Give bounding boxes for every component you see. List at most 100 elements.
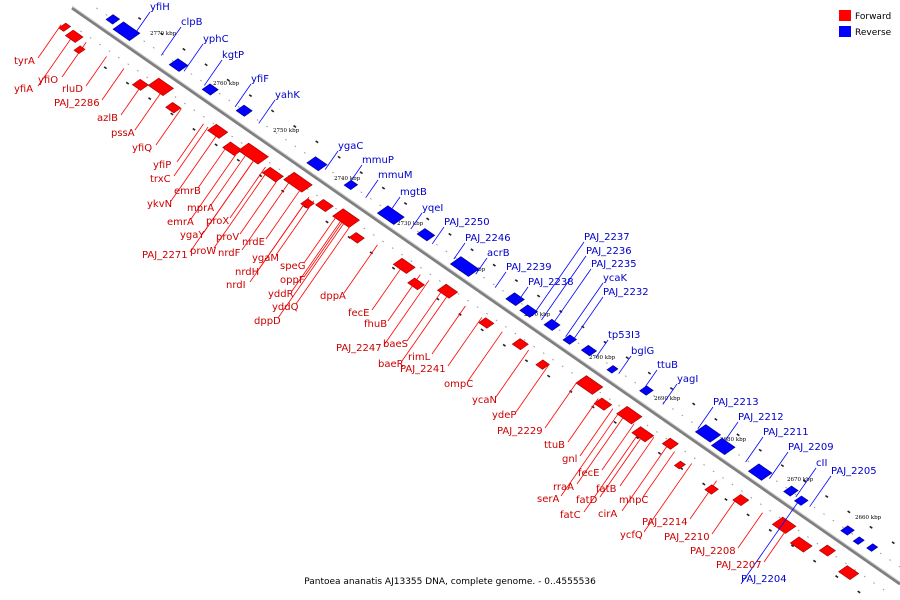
forward-gene-block[interactable] [300,198,315,209]
reverse-gene-block[interactable] [519,304,539,318]
gene-label[interactable]: yfiQ [132,143,152,154]
forward-gene-block[interactable] [535,359,550,370]
forward-gene-block[interactable] [661,437,679,450]
reverse-gene-block[interactable] [376,205,405,225]
gene-label[interactable]: ycaK [603,273,628,284]
gene-label[interactable]: serA [537,494,559,505]
gene-label[interactable]: yddQ [272,302,299,313]
forward-gene-block[interactable] [511,338,529,351]
reverse-gene-block[interactable] [416,228,436,242]
gene-label[interactable]: rimL [408,352,431,363]
gene-label[interactable]: PAJ_2250 [444,217,490,228]
gene-label[interactable]: oppF [280,275,305,286]
gene-label[interactable]: proW [190,246,216,257]
gene-label[interactable]: baeR [378,359,404,370]
reverse-gene-block[interactable] [783,485,799,497]
gene-label[interactable]: PAJ_2204 [741,574,787,585]
gene-label[interactable]: fecE [348,308,370,319]
gene-label[interactable]: azlB [97,113,118,124]
gene-label[interactable]: pssA [111,128,135,139]
reverse-gene-block[interactable] [852,536,865,545]
gene-label[interactable]: PAJ_2235 [591,259,637,270]
forward-gene-block[interactable] [147,77,174,97]
reverse-gene-block[interactable] [747,463,773,481]
reverse-gene-block[interactable] [168,58,189,72]
forward-gene-block[interactable] [616,405,643,425]
gene-label[interactable]: PAJ_2211 [763,427,809,438]
gene-label[interactable]: tyrA [14,56,35,67]
gene-label[interactable]: fatC [560,510,581,521]
forward-gene-block[interactable] [818,544,836,557]
gene-label[interactable]: yahK [275,90,300,101]
forward-gene-block[interactable] [732,494,750,507]
gene-label[interactable]: PAJ_2229 [497,426,543,437]
gene-label[interactable]: emrB [174,186,201,197]
gene-label[interactable]: PAJ_2207 [716,560,762,571]
gene-label[interactable]: PAJ_2271 [142,250,188,261]
reverse-gene-block[interactable] [793,495,809,506]
gene-label[interactable]: tp53I3 [608,330,640,341]
reverse-gene-block[interactable] [505,292,525,307]
gene-label[interactable]: speG [280,261,305,272]
gene-label[interactable]: mprA [187,203,214,214]
forward-gene-block[interactable] [407,277,425,291]
forward-gene-block[interactable] [58,22,72,32]
gene-label[interactable]: mmuP [362,155,394,166]
reverse-gene-block[interactable] [562,334,578,345]
forward-gene-block[interactable] [838,565,860,581]
gene-label[interactable]: PAJ_2239 [506,262,552,273]
gene-label[interactable]: ygaC [338,141,363,152]
gene-label[interactable]: yqeI [422,203,443,214]
gene-label[interactable]: dppD [254,316,281,327]
gene-label[interactable]: fecE [578,468,600,479]
gene-label[interactable]: yddR [268,289,294,300]
gene-label[interactable]: PAJ_2237 [584,232,630,243]
reverse-gene-block[interactable] [201,83,219,96]
gene-label[interactable]: yfiO [38,75,58,86]
gene-label[interactable]: dppA [320,291,346,302]
gene-label[interactable]: yfiF [251,74,269,85]
gene-label[interactable]: mmuM [378,170,412,181]
gene-label[interactable]: PAJ_2208 [690,546,736,557]
gene-label[interactable]: ttuB [544,440,565,451]
gene-label[interactable]: nrdH [235,267,259,278]
reverse-gene-block[interactable] [840,525,855,536]
gene-label[interactable]: PAJ_2213 [713,397,759,408]
forward-gene-block[interactable] [392,257,416,274]
gene-label[interactable]: PAJ_2238 [528,277,574,288]
forward-gene-block[interactable] [283,171,313,193]
gene-label[interactable]: PAJ_2212 [738,412,784,423]
gene-label[interactable]: PAJ_2205 [831,466,877,477]
gene-label[interactable]: ykvN [147,199,172,210]
gene-label[interactable]: rluD [62,84,83,95]
gene-label[interactable]: nrdF [218,248,241,259]
gene-label[interactable]: bglG [631,346,654,357]
gene-label[interactable]: rraA [553,482,574,493]
gene-label[interactable]: cII [816,458,827,469]
gene-label[interactable]: cirA [598,509,617,520]
gene-label[interactable]: PAJ_2286 [54,98,100,109]
reverse-gene-block[interactable] [449,256,480,277]
forward-gene-block[interactable] [348,232,365,244]
forward-gene-block[interactable] [64,29,84,43]
reverse-gene-block[interactable] [105,14,121,25]
gene-label[interactable]: kgtP [222,50,244,61]
forward-gene-block[interactable] [436,283,459,299]
gene-label[interactable]: nrdI [226,280,246,291]
reverse-gene-block[interactable] [306,156,328,172]
reverse-gene-block[interactable] [639,385,654,396]
reverse-gene-block[interactable] [235,104,253,117]
gene-label[interactable]: ygaY [180,230,205,241]
gene-label[interactable]: PAJ_2241 [400,364,446,375]
gene-label[interactable]: nrdE [242,237,265,248]
gene-label[interactable]: acrB [487,248,510,259]
gene-label[interactable]: proX [206,216,229,227]
gene-label[interactable]: ycfQ [620,530,643,541]
gene-label[interactable]: fhuB [364,319,387,330]
gene-label[interactable]: gnl [562,454,577,465]
gene-label[interactable]: PAJ_2214 [642,517,688,528]
gene-label[interactable]: mgtB [400,187,427,198]
forward-gene-block[interactable] [771,516,797,534]
reverse-gene-block[interactable] [866,543,879,552]
gene-label[interactable]: clpB [181,17,203,28]
